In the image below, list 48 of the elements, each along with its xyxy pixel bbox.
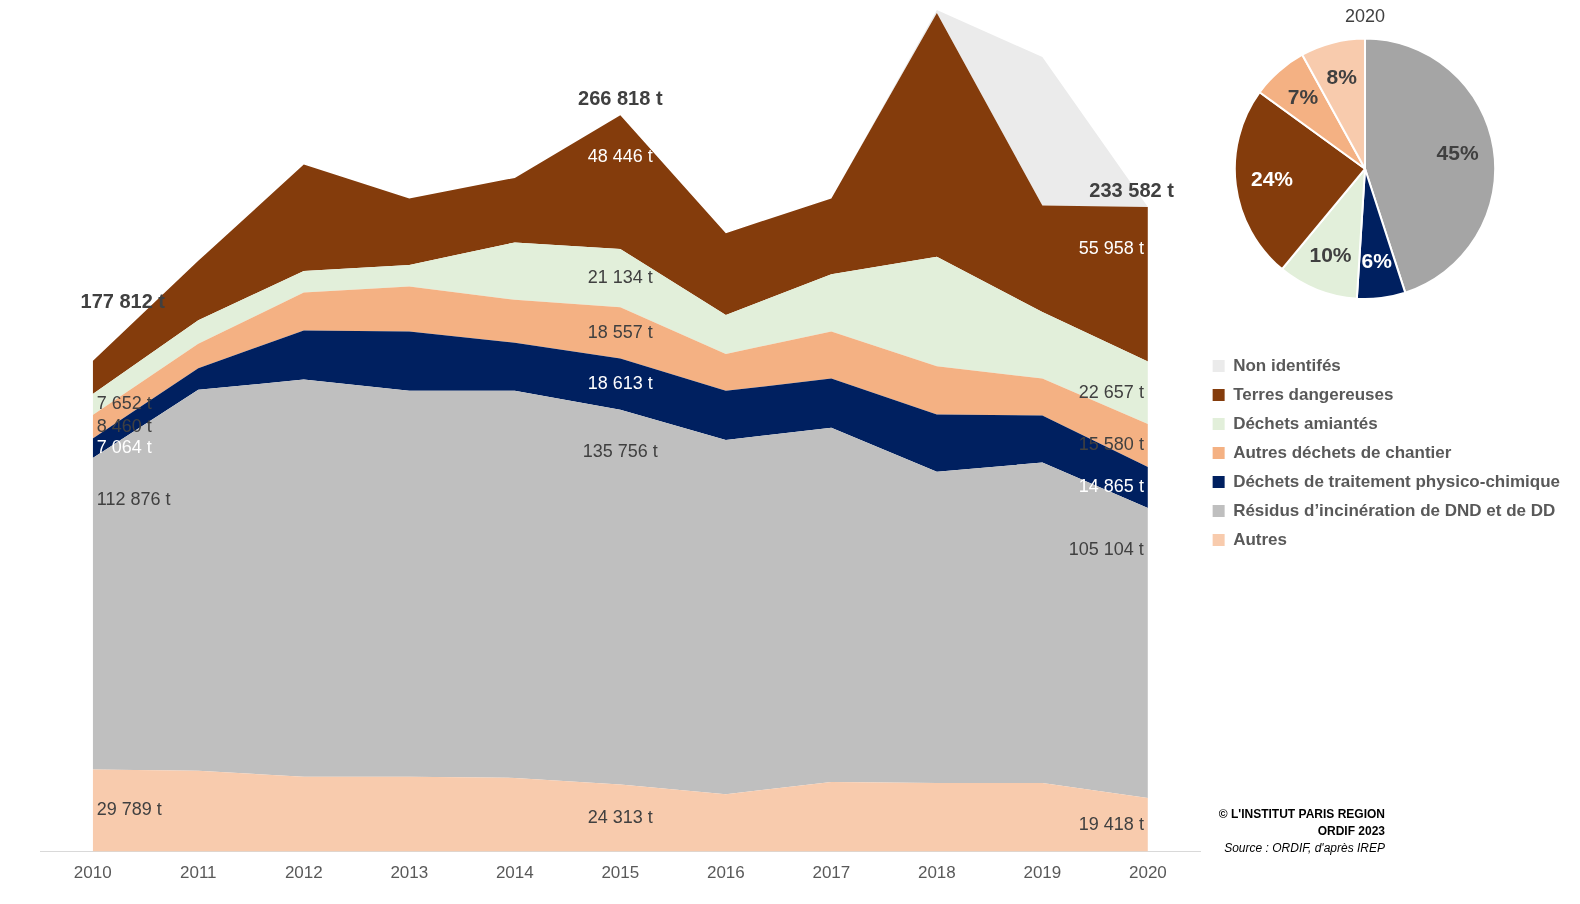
chart-title: 2020 xyxy=(1344,5,1386,26)
legend-label: Terres dangereuses xyxy=(1233,384,1394,404)
data-label: 29 789 t xyxy=(96,799,162,820)
legend-label: Autres déchets de chantier xyxy=(1233,442,1452,462)
data-label: 112 876 t xyxy=(96,488,171,509)
data-label: 18 557 t xyxy=(587,321,653,342)
total-label: 177 812 t xyxy=(80,290,166,313)
legend-label: Autres xyxy=(1233,529,1287,549)
data-label: 135 756 t xyxy=(582,440,658,461)
data-label: 8 460 t xyxy=(96,415,152,436)
data-label: 7 652 t xyxy=(96,393,152,414)
data-label: 22 657 t xyxy=(1078,381,1144,402)
data-label: 45% xyxy=(1436,140,1479,164)
data-label: 7 064 t xyxy=(96,437,152,458)
data-label: 48 446 t xyxy=(587,146,653,167)
data-label: 15 580 t xyxy=(1078,434,1144,455)
x-tick-label: 2013 xyxy=(390,863,429,883)
data-label: 19 418 t xyxy=(1078,813,1144,834)
text: ORDIF 2023 xyxy=(1316,823,1385,840)
x-tick-label: 2020 xyxy=(1128,863,1167,883)
data-label: 21 134 t xyxy=(587,267,653,288)
x-tick-label: 2018 xyxy=(917,863,956,883)
data-label: 24% xyxy=(1250,167,1294,191)
data-label: 24 313 t xyxy=(587,807,653,828)
data-label: 55 958 t xyxy=(1078,237,1144,258)
total-label: 266 818 t xyxy=(578,86,663,109)
data-label: 14 865 t xyxy=(1078,476,1144,497)
x-tick-label: 2011 xyxy=(179,863,217,883)
data-label: 105 104 t xyxy=(1068,538,1144,559)
data-label: 10% xyxy=(1309,242,1352,266)
legend-label: Déchets amiantés xyxy=(1233,413,1378,433)
legend-label: Non identifés xyxy=(1233,355,1341,375)
data-label: 18 613 t xyxy=(587,373,653,394)
total-label: 233 582 t xyxy=(1089,178,1175,201)
x-tick-label: 2010 xyxy=(73,863,112,883)
data-label: 6% xyxy=(1361,248,1393,272)
data-label: 8% xyxy=(1326,64,1358,88)
source-note: Source : ORDIF, d'après IREP xyxy=(1223,840,1385,857)
legend-label: Résidus d’incinération de DND et de DD xyxy=(1233,500,1556,520)
x-tick-label: 2015 xyxy=(601,863,640,883)
text: © L'INSTITUT PARIS REGION xyxy=(1217,806,1385,823)
x-tick-label: 2017 xyxy=(812,863,851,883)
data-label: 7% xyxy=(1287,85,1319,109)
legend-label: Déchets de traitement physico-chimique xyxy=(1233,471,1561,491)
x-tick-label: 2014 xyxy=(495,863,534,883)
x-tick-label: 2012 xyxy=(284,863,323,883)
x-tick-label: 2019 xyxy=(1023,863,1062,883)
x-tick-label: 2016 xyxy=(706,863,745,883)
